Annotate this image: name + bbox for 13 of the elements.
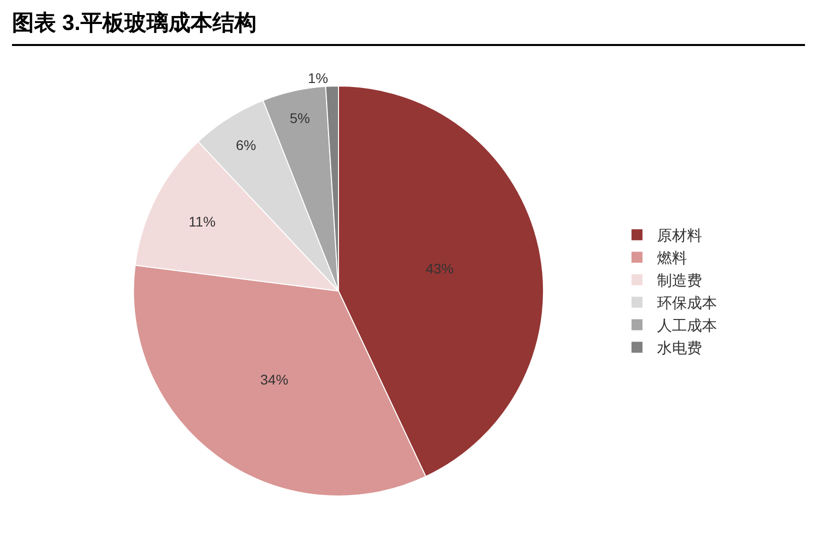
data-label: 6% (236, 137, 256, 154)
chart-title: 图表 3.平板玻璃成本结构 (12, 8, 805, 46)
data-label: 34% (260, 371, 288, 388)
legend-label: 环保成本 (657, 295, 717, 312)
legend-label: 制造费 (657, 272, 702, 290)
legend-label: 人工成本 (657, 318, 717, 335)
data-label: 11% (188, 213, 216, 230)
data-label: 43% (426, 260, 454, 276)
legend-label: 原材料 (657, 228, 702, 245)
legend-label: 燃料 (657, 250, 687, 268)
legend-label: 水电费 (657, 340, 702, 358)
data-label: 1% (308, 70, 328, 86)
data-label: 5% (290, 110, 310, 126)
